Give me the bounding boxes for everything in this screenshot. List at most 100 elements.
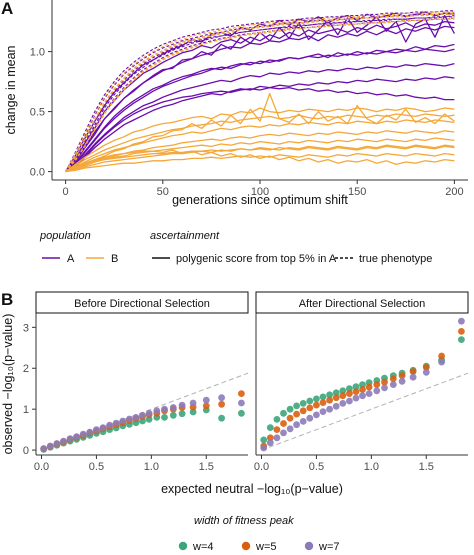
- point-before-w7: [189, 399, 197, 407]
- series-line-a-polygenic-score-16: [65, 76, 455, 173]
- legend-ascertainment-title: ascertainment: [150, 230, 220, 242]
- point-after-w5: [398, 372, 406, 379]
- point-after-w7: [326, 405, 333, 413]
- x-tick-label: 50: [157, 186, 169, 198]
- point-after-w5: [346, 390, 353, 397]
- series-line-a-true-phenotype-3: [65, 10, 455, 172]
- point-before-w7: [86, 428, 94, 436]
- point-before-w7: [132, 414, 140, 421]
- panel-a-plot: 0 50 100 150 200 0.0 0.5 1.0: [30, 0, 468, 198]
- point-after-w5: [293, 410, 300, 418]
- point-after-w7: [286, 425, 294, 433]
- point-before-w7: [40, 445, 48, 452]
- y-tick-label: 0.0: [30, 167, 45, 179]
- point-before-w7: [145, 409, 153, 417]
- point-after-w5: [273, 426, 281, 433]
- series-line-b-polygenic-score-23: [65, 137, 455, 173]
- point-after-w5: [286, 414, 294, 422]
- point-after-w7: [438, 358, 445, 366]
- y-tick-label: 0: [23, 445, 29, 457]
- legend-fitness-title: width of fitness peak: [194, 515, 294, 527]
- x-tick-label: 1.0: [144, 461, 159, 473]
- legend-label-w5: w=5: [255, 541, 277, 553]
- series-line-b-polygenic-score-27: [65, 145, 455, 173]
- point-after-w7: [260, 444, 268, 452]
- panel-a-y-axis-title: change in mean: [4, 45, 18, 134]
- point-before-w7: [53, 440, 61, 447]
- point-before-w7: [73, 433, 80, 440]
- point-after-w4: [266, 424, 274, 431]
- point-before-w5: [202, 402, 210, 410]
- point-after-w5: [266, 434, 274, 442]
- point-before-w7: [161, 405, 168, 413]
- panel-a-x-axis: 0 50 100 150 200: [63, 180, 464, 198]
- point-before-w7: [202, 396, 210, 404]
- panel-b-legend: width of fitness peak w=4 w=5 w=7: [178, 515, 340, 553]
- panel-a-y-axis: 0.0 0.5 1.0: [30, 47, 52, 179]
- panel-b-y-axis-title-text: observed: [1, 403, 15, 454]
- legend-key-w7: [304, 541, 314, 551]
- y-tick-label: 3: [23, 322, 29, 334]
- panel-b-y-axis-title-math: −log₁₀(p−value): [1, 314, 15, 400]
- point-after-w5: [381, 378, 388, 386]
- y-tick-label: 1: [23, 404, 29, 416]
- point-after-w7: [339, 400, 347, 407]
- series-line-a-polygenic-score-15: [65, 62, 455, 173]
- point-after-w7: [346, 397, 353, 405]
- series-line-b-polygenic-score-25: [65, 152, 455, 173]
- legend-label-population-a: A: [67, 253, 75, 265]
- legend-key-w4: [178, 541, 188, 551]
- point-after-w4: [352, 383, 360, 391]
- point-before-w7: [218, 394, 226, 402]
- series-line-b-true-phenotype-9: [65, 11, 455, 172]
- point-after-w7: [266, 439, 274, 447]
- point-after-w5: [373, 381, 381, 388]
- legend-label-w7: w=7: [318, 541, 340, 553]
- panel-b-x-axis-title: expected neutral −log₁₀(p−value): [161, 482, 343, 496]
- point-after-w4: [293, 402, 300, 410]
- point-after-w7: [389, 381, 397, 388]
- point-before-w7: [66, 435, 74, 442]
- facet-before-y-axis: 0 1 2 3: [23, 322, 36, 457]
- point-after-w5: [422, 364, 430, 371]
- series-line-a-true-phenotype-4: [65, 16, 455, 172]
- point-after-w5: [409, 368, 417, 375]
- point-after-w5: [319, 399, 327, 406]
- facet-before-x-axis: 0.0 0.5 1.0 1.5: [34, 455, 214, 473]
- series-line-b-polygenic-score-20: [65, 113, 455, 173]
- x-tick-label: 1.5: [419, 461, 434, 473]
- point-after-w5: [280, 420, 287, 427]
- point-after-w5: [458, 328, 465, 335]
- facet-title-before: Before Directional Selection: [74, 298, 210, 310]
- point-after-w4: [346, 385, 353, 393]
- facet-after-plot: 0.0 0.5 1.0 1.5: [254, 313, 469, 473]
- point-after-w4: [260, 436, 268, 444]
- point-before-w7: [169, 404, 177, 411]
- point-after-w4: [332, 389, 340, 397]
- point-after-w7: [422, 368, 430, 376]
- point-before-w7: [93, 426, 100, 433]
- point-before-w7: [99, 424, 107, 431]
- panel-letter-a: A: [1, 0, 13, 18]
- legend-key-w5: [241, 541, 251, 551]
- point-after-w5: [359, 386, 366, 393]
- point-after-w4: [280, 409, 287, 417]
- point-after-w7: [458, 317, 465, 325]
- point-after-w4: [306, 397, 314, 405]
- series-line-b-polygenic-score-28: [65, 149, 455, 173]
- point-after-w4: [273, 416, 281, 423]
- series-line-a-polygenic-score-14: [65, 48, 455, 173]
- point-before-w7: [119, 417, 127, 425]
- point-after-w4: [286, 405, 294, 413]
- point-after-w7: [280, 429, 287, 437]
- point-after-w5: [438, 352, 445, 360]
- x-tick-label: 0.0: [34, 461, 49, 473]
- point-after-w7: [398, 377, 406, 385]
- x-tick-label: 0.0: [254, 461, 269, 473]
- x-tick-label: 0.5: [89, 461, 104, 473]
- series-line-b-polygenic-score-19: [65, 107, 455, 173]
- point-after-w5: [352, 388, 360, 395]
- facet-after-points: [260, 317, 465, 452]
- point-after-w5: [339, 392, 347, 400]
